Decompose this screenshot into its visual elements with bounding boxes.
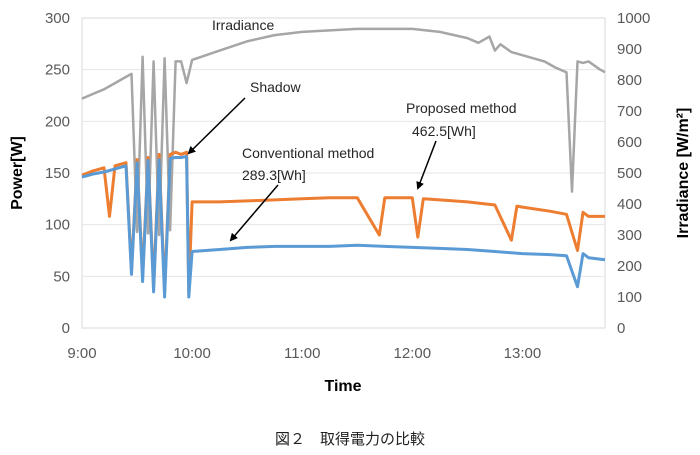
- right-tick-label: 800: [617, 72, 642, 89]
- x-tick-label: 13:00: [504, 345, 542, 362]
- conventional-method-arrow: [229, 184, 279, 242]
- x-tick-label: 9:00: [67, 345, 96, 362]
- right-tick-label: 400: [617, 196, 642, 213]
- right-tick-label: 500: [617, 165, 642, 182]
- x-tick-label: 12:00: [394, 345, 432, 362]
- x-tick-label: 11:00: [284, 345, 320, 362]
- shadow-arrow: [187, 97, 246, 155]
- right-axis-title: Irradiance [W/m²]: [675, 108, 692, 239]
- left-tick-label: 0: [62, 320, 70, 337]
- right-tick-label: 900: [617, 41, 642, 58]
- right-tick-label: 100: [617, 289, 642, 306]
- proposed-method-value: 462.5[Wh]: [412, 123, 476, 139]
- right-tick-label: 700: [617, 103, 642, 120]
- left-tick-label: 300: [45, 10, 70, 27]
- irradiance-label: Irradiance: [212, 17, 274, 33]
- shadow-label: Shadow: [250, 79, 301, 95]
- series-line-irradiance: [81, 27, 606, 237]
- left-tick-label: 200: [45, 113, 70, 130]
- right-tick-label: 300: [617, 227, 642, 244]
- series-line-conventional-method: [81, 155, 606, 299]
- x-axis-ticks: 9:00 10:00 11:00 12:00 13:00: [67, 345, 541, 362]
- right-tick-label: 0: [617, 320, 625, 337]
- right-tick-label: 1000: [617, 10, 650, 27]
- left-tick-label: 150: [45, 165, 70, 182]
- left-tick-label: 50: [53, 268, 70, 285]
- left-axis-title: Power[W]: [9, 136, 26, 210]
- x-tick-label: 10:00: [173, 345, 211, 362]
- right-tick-label: 600: [617, 134, 642, 151]
- right-axis-ticks: 0 100 200 300 400 500 600 700 800 900 1000: [617, 10, 650, 337]
- left-axis-ticks: 0 50 100 150 200 250 300: [45, 10, 70, 337]
- conventional-method-value: 289.3[Wh]: [242, 167, 306, 183]
- figure-caption: 図２ 取得電力の比較: [275, 430, 425, 448]
- x-axis-title: Time: [324, 378, 361, 395]
- proposed-method-label: Proposed method: [406, 100, 517, 116]
- left-tick-label: 100: [45, 217, 70, 234]
- conventional-method-label: Conventional method: [242, 145, 374, 161]
- right-tick-label: 200: [617, 258, 642, 275]
- series-layer: [81, 27, 606, 299]
- left-tick-label: 250: [45, 62, 70, 79]
- proposed-method-arrow: [416, 140, 437, 190]
